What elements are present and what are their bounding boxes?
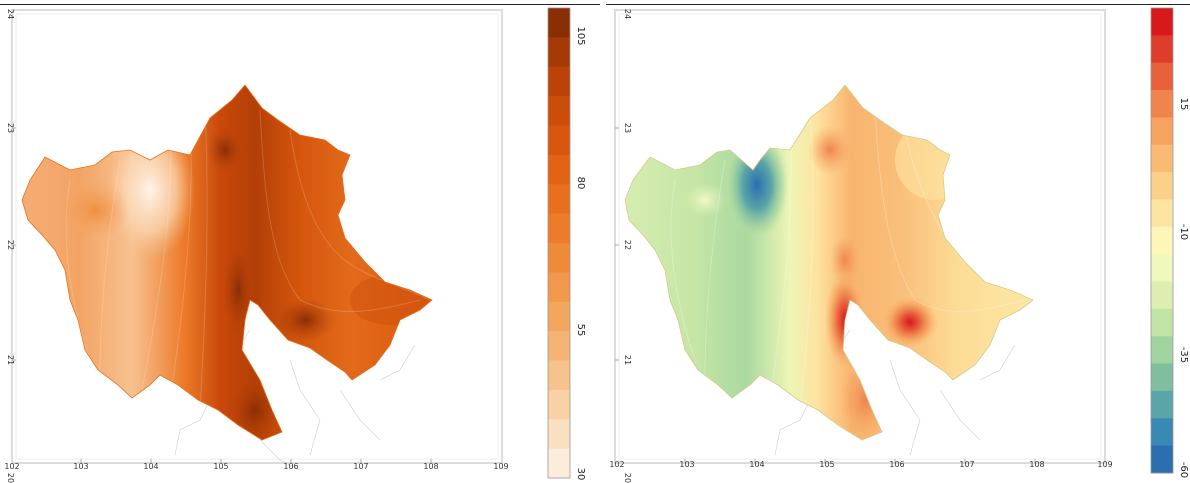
y-tick-label: 24 xyxy=(623,9,632,19)
colorbar-swatch xyxy=(548,419,570,450)
colorbar-labels: 105 80 55 30 xyxy=(575,26,586,480)
colorbar-swatch xyxy=(1151,336,1173,365)
x-tick-label: 109 xyxy=(493,462,508,471)
map-right-svg: 102 103 104 105 106 107 108 109 24 23 22… xyxy=(609,7,1189,483)
colorbar-label: 105 xyxy=(575,26,586,45)
colorbar-swatch xyxy=(1151,144,1173,173)
colorbar-frame xyxy=(547,7,571,479)
x-tick-label: 108 xyxy=(423,462,438,471)
region-outline xyxy=(624,84,1034,441)
x-tick-label: 107 xyxy=(959,460,974,469)
colorbar-swatch xyxy=(1151,363,1173,392)
map-left-svg: 102 103 104 105 106 107 108 109 24 23 22… xyxy=(4,7,586,483)
colorbar-labels: 15 -10 -35 -60 xyxy=(1178,98,1189,479)
colorbar-swatch xyxy=(548,213,570,244)
x-axis-labels: 102 103 104 105 106 107 108 109 xyxy=(609,460,1112,469)
colorbar-swatch xyxy=(1151,117,1173,146)
colorbar-swatch xyxy=(548,272,570,303)
y-tick-label: 23 xyxy=(623,123,632,133)
axis-tick-marks xyxy=(12,127,432,463)
x-axis-labels: 102 103 104 105 106 107 108 109 xyxy=(4,462,508,471)
y-tick-label: 20 xyxy=(623,473,632,483)
colorbar-swatch xyxy=(548,389,570,420)
map-frame xyxy=(614,9,1106,464)
colorbar-swatch xyxy=(1151,35,1173,64)
y-tick-label: 21 xyxy=(623,355,632,365)
colorbar-swatch xyxy=(548,331,570,362)
region-outline xyxy=(21,84,433,441)
y-tick-label: 22 xyxy=(623,240,632,250)
y-tick-label: 20 xyxy=(6,473,15,483)
colorbar-swatch xyxy=(1151,172,1173,200)
heatmap-region-left xyxy=(22,85,432,440)
colorbar-swatch xyxy=(1151,445,1173,474)
colorbar-swatch xyxy=(548,301,570,332)
colorbar-swatch xyxy=(1151,254,1173,283)
y-axis-labels: 24 23 22 21 20 xyxy=(623,9,632,483)
map-inner-frame xyxy=(618,13,1102,460)
colorbar-swatch xyxy=(548,125,570,156)
x-tick-label: 107 xyxy=(353,462,368,471)
colorbar-label: -60 xyxy=(1178,462,1189,478)
axis-tick-marks xyxy=(615,127,1036,463)
colorbar-label: 55 xyxy=(575,324,586,337)
y-tick-label: 24 xyxy=(6,9,15,19)
colorbar-label: 30 xyxy=(575,468,586,481)
colorbar-swatch xyxy=(548,8,570,38)
colorbar-swatch xyxy=(1151,62,1173,91)
colorbar-swatch xyxy=(1151,308,1173,337)
y-tick-label: 21 xyxy=(6,355,15,365)
y-axis-labels: 24 23 22 21 20 xyxy=(6,9,15,483)
colorbar-frame xyxy=(1150,7,1174,474)
colorbar-label: 80 xyxy=(575,177,586,190)
colorbar-swatch xyxy=(1151,8,1173,36)
map-frame xyxy=(11,9,503,464)
colorbar-swatch xyxy=(1151,281,1173,310)
x-tick-label: 106 xyxy=(889,460,904,469)
x-tick-label: 108 xyxy=(1029,460,1044,469)
y-tick-label: 23 xyxy=(6,123,15,133)
colorbar-swatch xyxy=(1151,199,1173,228)
colorbar-swatch xyxy=(1151,226,1173,255)
x-tick-label: 102 xyxy=(4,462,19,471)
colorbar-swatch xyxy=(548,154,570,185)
colorbar-swatch xyxy=(548,448,570,479)
y-tick-label: 22 xyxy=(6,240,15,250)
x-tick-label: 104 xyxy=(143,462,158,471)
colorbar-label: -10 xyxy=(1178,224,1189,240)
colorbar-swatch xyxy=(548,96,570,127)
x-tick-label: 106 xyxy=(283,462,298,471)
colorbar-swatch xyxy=(1151,90,1173,118)
x-tick-label: 105 xyxy=(819,460,834,469)
colorbar-right xyxy=(1151,8,1173,474)
map-panel-left: 102 103 104 105 106 107 108 109 24 23 22… xyxy=(4,7,586,483)
colorbar-left xyxy=(548,8,570,479)
colorbar-swatch xyxy=(1151,390,1173,419)
colorbar-label: 15 xyxy=(1178,98,1189,111)
top-border-left xyxy=(0,4,600,5)
x-tick-label: 103 xyxy=(73,462,88,471)
x-tick-label: 109 xyxy=(1097,460,1112,469)
colorbar-swatch xyxy=(548,243,570,273)
colorbar-swatch xyxy=(548,37,570,68)
colorbar-label: -35 xyxy=(1178,347,1189,363)
colorbar-swatch xyxy=(548,66,570,97)
colorbar-swatch xyxy=(548,360,570,391)
x-tick-label: 104 xyxy=(749,460,764,469)
map-inner-frame xyxy=(15,13,499,460)
map-panel-right: 102 103 104 105 106 107 108 109 24 23 22… xyxy=(605,0,1190,483)
x-tick-label: 105 xyxy=(213,462,228,471)
x-tick-label: 102 xyxy=(609,460,624,469)
top-border-right xyxy=(606,4,1190,5)
x-tick-label: 103 xyxy=(679,460,694,469)
colorbar-swatch xyxy=(1151,418,1173,447)
colorbar-swatch xyxy=(548,184,570,215)
heatmap-region-right xyxy=(625,85,1033,440)
